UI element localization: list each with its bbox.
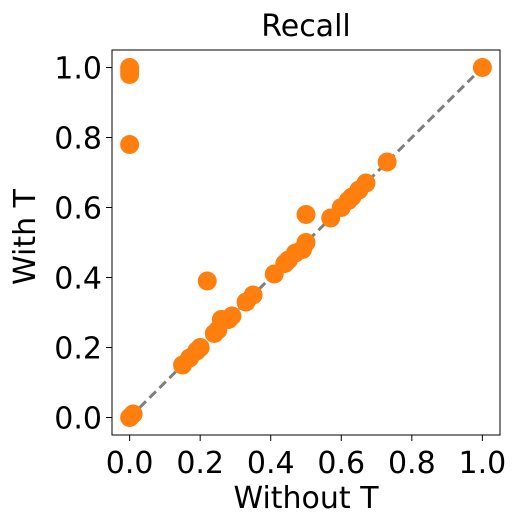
scatter-point xyxy=(243,285,263,305)
y-axis-label: With T xyxy=(8,188,43,285)
scatter-point xyxy=(222,306,242,326)
scatter-point xyxy=(296,205,316,224)
scatter-point xyxy=(296,233,316,252)
x-axis-label: Without T xyxy=(233,481,379,516)
x-tick-label: 0.2 xyxy=(176,446,224,481)
scatter-point xyxy=(190,338,210,357)
scatter-point xyxy=(120,135,140,154)
plot-frame xyxy=(111,49,501,436)
scatter-point xyxy=(123,404,143,424)
plot-area xyxy=(120,58,492,427)
y-tick-label: 0.6 xyxy=(54,192,102,227)
chart-title: Recall xyxy=(261,9,351,44)
x-tick-label: 0.8 xyxy=(388,446,436,481)
y-tick-label: 0.4 xyxy=(54,262,102,297)
y-tick-label: 0.0 xyxy=(54,402,102,437)
scatter-point xyxy=(120,65,140,84)
scatter-point xyxy=(377,152,397,172)
reference-diagonal-line xyxy=(128,66,484,419)
scatter-point xyxy=(197,271,217,291)
x-tick-label: 0.0 xyxy=(106,446,154,481)
x-tick-label: 1.0 xyxy=(459,446,507,481)
x-tick-label: 0.6 xyxy=(317,446,365,481)
y-tick-label: 0.8 xyxy=(54,122,102,157)
y-tick-label: 0.2 xyxy=(54,332,102,367)
scatter-point xyxy=(356,173,376,193)
y-tick-label: 1.0 xyxy=(54,52,102,87)
scatter-point xyxy=(472,58,492,77)
axes: 0.0 0.2 0.4 0.6 0.8 1.0 0.0 0.2 0.4 0.6 0.8 1.0 xyxy=(54,49,507,481)
x-tick-label: 0.4 xyxy=(247,446,295,481)
